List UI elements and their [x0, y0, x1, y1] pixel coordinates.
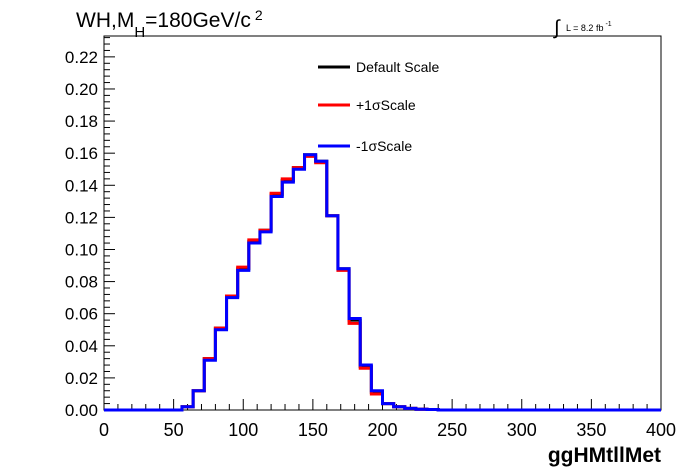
y-tick-label: 0.04: [65, 337, 98, 356]
y-tick-label: 0.16: [65, 144, 98, 163]
title-main: WH,M: [76, 9, 134, 32]
legend-label: Default Scale: [356, 59, 439, 75]
x-tick-label: 300: [507, 420, 537, 440]
plot-frame: [103, 35, 662, 411]
x-tick-label: 50: [164, 420, 184, 440]
legend-label: -1σScale: [356, 138, 412, 154]
lumi-text: L = 8.2 fb: [566, 23, 603, 33]
x-tick-label: 350: [576, 420, 606, 440]
x-tick-label: 0: [99, 420, 109, 440]
y-tick-label: 0.20: [65, 80, 98, 99]
x-tick-labels: 0 50 100 150 200 250 300 350 400: [99, 420, 676, 440]
y-tick-label: 0.22: [65, 48, 98, 67]
y-tick-label: 0.00: [65, 401, 98, 420]
x-axis-label: ggHMtllMet: [548, 444, 661, 467]
y-tick-label: 0.14: [65, 176, 98, 195]
title-subscript: H: [134, 24, 145, 41]
title-superscript: 2: [255, 7, 263, 23]
x-tick-label: 100: [228, 420, 258, 440]
x-tick-label: 400: [646, 420, 676, 440]
legend: Default Scale +1σScale -1σScale: [318, 59, 439, 154]
series-line: [104, 153, 661, 412]
histogram-series: [104, 153, 661, 412]
integral-sign: ∫: [553, 17, 561, 39]
x-tick-label: 250: [437, 420, 467, 440]
y-tick-label: 0.18: [65, 112, 98, 131]
series-line: [104, 154, 661, 412]
lumi-superscript: -1: [605, 21, 611, 28]
y-tick-labels: 0.00 0.02 0.04 0.06 0.08 0.10 0.12 0.14 0.16 0.18…: [65, 48, 98, 420]
y-tick-label: 0.08: [65, 273, 98, 292]
title-suffix: =180GeV/c: [145, 9, 251, 32]
legend-label: +1σScale: [356, 97, 416, 113]
y-tick-label: 0.06: [65, 305, 98, 324]
x-tick-label: 200: [367, 420, 397, 440]
x-tick-label: 150: [298, 420, 328, 440]
lumi-label: L = 8.2 fb -1: [566, 21, 612, 33]
y-tick-label: 0.02: [65, 369, 98, 388]
axis-ticks: [103, 37, 662, 411]
series-line: [104, 153, 661, 412]
y-tick-label: 0.12: [65, 208, 98, 227]
chart-title: WH,MH=180GeV/c 2: [76, 7, 263, 41]
y-tick-label: 0.10: [65, 240, 98, 259]
